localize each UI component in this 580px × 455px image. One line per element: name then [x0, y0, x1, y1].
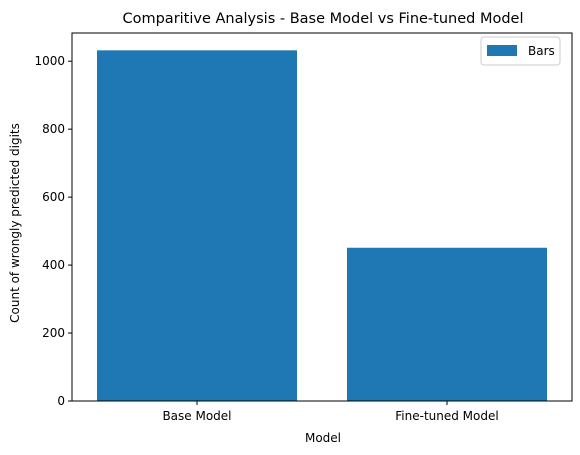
bar — [347, 247, 547, 401]
legend-label: Bars — [528, 44, 555, 58]
y-tick-label: 1000 — [34, 54, 65, 68]
x-tick-label: Fine-tuned Model — [395, 409, 498, 423]
plot-area: 0 200 400 600 800 1000 Base Model Fine-tuned Mo… — [34, 32, 573, 423]
y-tick-label: 800 — [42, 122, 65, 136]
y-tick-label: 400 — [42, 258, 65, 272]
legend-box — [480, 36, 561, 66]
plot-frame — [71, 32, 573, 402]
bar — [97, 50, 297, 401]
legend: Bars — [480, 36, 561, 66]
y-tick-label: 200 — [42, 326, 65, 340]
x-axis-label: Model — [305, 431, 341, 445]
x-tick-label: Base Model — [162, 409, 231, 423]
y-tick-label: 600 — [42, 190, 65, 204]
y-tick-label: 0 — [57, 394, 65, 408]
legend-swatch — [487, 45, 517, 56]
y-axis-label: Count of wrongly predicted digits — [8, 123, 22, 323]
chart-title: Comparitive Analysis - Base Model vs Fin… — [122, 11, 523, 27]
